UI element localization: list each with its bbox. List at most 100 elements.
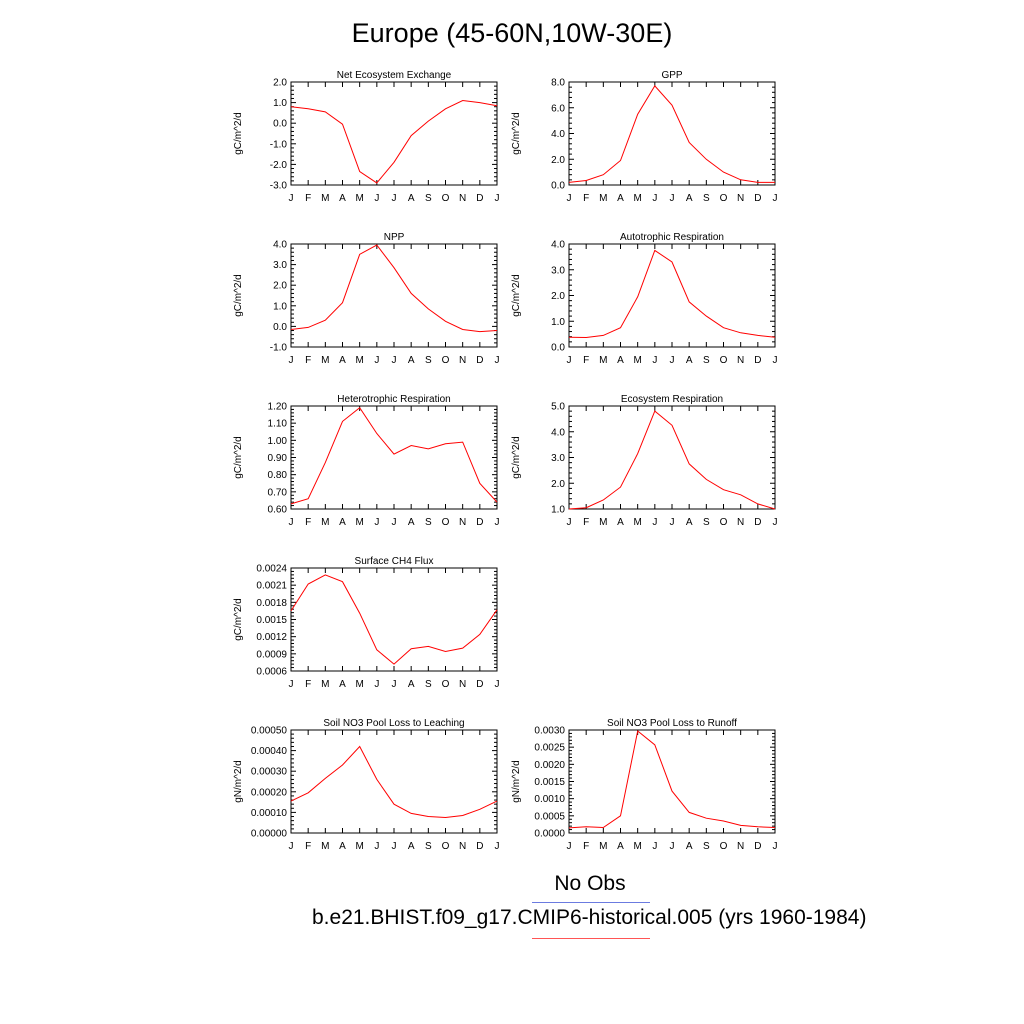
series-line [568, 410, 776, 510]
series-line [290, 244, 498, 333]
x-tick-label: J [392, 679, 397, 690]
y-tick-label: 0.0020 [534, 760, 565, 771]
x-tick-label: J [773, 841, 778, 852]
x-tick-label: S [703, 355, 710, 366]
x-tick-label: O [720, 193, 728, 204]
y-axis-label: gC/m^2/d [511, 112, 522, 155]
y-tick-label: 2.0 [273, 78, 287, 89]
x-tick-label: S [425, 841, 432, 852]
x-tick-label: A [339, 193, 346, 204]
y-tick-label: 0.0009 [256, 649, 287, 660]
chart-title: Soil NO3 Pool Loss to Runoff [607, 718, 737, 729]
y-tick-label: 0.0 [551, 343, 565, 354]
y-tick-label: 0.00020 [251, 787, 288, 798]
x-tick-label: S [703, 517, 710, 528]
x-tick-label: N [737, 841, 744, 852]
x-tick-label: A [339, 679, 346, 690]
y-tick-label: 0.0005 [534, 811, 565, 822]
y-tick-label: 0.0012 [256, 632, 287, 643]
plot-frame [290, 243, 498, 348]
y-tick-label: 0.0 [273, 322, 287, 333]
y-tick-label: 1.0 [273, 98, 287, 109]
x-tick-label: J [567, 517, 572, 528]
x-tick-label: S [425, 517, 432, 528]
x-tick-label: S [425, 679, 432, 690]
y-tick-label: 2.0 [551, 291, 565, 302]
plot-frame [568, 405, 776, 510]
x-tick-label: M [321, 841, 329, 852]
x-tick-label: M [321, 193, 329, 204]
x-tick-label: J [289, 193, 294, 204]
x-tick-label: F [583, 841, 589, 852]
x-tick-label: O [442, 355, 450, 366]
x-tick-label: O [720, 355, 728, 366]
x-tick-label: M [599, 517, 607, 528]
x-tick-label: D [476, 193, 483, 204]
y-tick-label: -1.0 [270, 343, 288, 354]
x-tick-label: M [633, 355, 641, 366]
x-tick-label: M [321, 517, 329, 528]
x-tick-label: F [305, 679, 311, 690]
x-tick-label: M [633, 517, 641, 528]
y-tick-label: 4.0 [551, 240, 565, 251]
x-tick-label: J [495, 841, 500, 852]
y-tick-label: 0.0025 [534, 743, 565, 754]
x-tick-label: O [442, 193, 450, 204]
x-tick-label: A [686, 193, 693, 204]
y-tick-label: 4.0 [551, 129, 565, 140]
x-tick-label: D [754, 517, 761, 528]
x-tick-label: F [583, 355, 589, 366]
y-tick-label: 5.0 [551, 402, 565, 413]
x-tick-label: A [339, 355, 346, 366]
x-tick-label: J [495, 679, 500, 690]
x-tick-label: J [652, 841, 657, 852]
x-tick-label: N [737, 517, 744, 528]
y-tick-label: 0.00030 [251, 767, 288, 778]
legend-obs-line [532, 902, 650, 903]
y-tick-label: 1.00 [268, 436, 288, 447]
y-tick-label: 1.0 [551, 317, 565, 328]
x-tick-label: N [459, 355, 466, 366]
x-tick-label: O [442, 841, 450, 852]
x-tick-label: A [408, 517, 415, 528]
x-tick-label: A [339, 517, 346, 528]
x-tick-label: N [737, 355, 744, 366]
x-tick-label: A [339, 841, 346, 852]
y-axis-label: gN/m^2/d [511, 760, 522, 803]
legend-model-label: b.e21.BHIST.f09_g17.CMIP6-historical.005… [312, 906, 867, 929]
y-axis-label: gC/m^2/d [233, 598, 244, 641]
x-tick-label: J [289, 517, 294, 528]
plot-frame [568, 81, 776, 186]
x-tick-label: O [442, 517, 450, 528]
series-line [568, 730, 776, 829]
x-tick-label: J [567, 841, 572, 852]
x-tick-label: J [495, 517, 500, 528]
x-tick-label: F [305, 517, 311, 528]
y-tick-label: 1.0 [551, 505, 565, 516]
y-tick-label: 8.0 [551, 78, 565, 89]
x-tick-label: A [617, 517, 624, 528]
y-axis-label: gC/m^2/d [233, 436, 244, 479]
x-tick-label: J [652, 355, 657, 366]
y-tick-label: 0.0006 [256, 667, 287, 678]
x-tick-label: D [476, 517, 483, 528]
plot-frame [290, 567, 498, 672]
y-tick-label: 2.0 [273, 281, 287, 292]
y-tick-label: 1.0 [273, 301, 287, 312]
plot-frame [568, 243, 776, 348]
x-tick-label: J [392, 355, 397, 366]
x-tick-label: F [583, 193, 589, 204]
x-tick-label: J [567, 355, 572, 366]
x-tick-label: J [289, 355, 294, 366]
chart-title: GPP [661, 70, 682, 81]
y-tick-label: 2.0 [551, 155, 565, 166]
x-tick-label: J [392, 841, 397, 852]
y-tick-label: 3.0 [551, 265, 565, 276]
y-tick-label: 0.0 [273, 119, 287, 130]
x-tick-label: J [392, 517, 397, 528]
x-tick-label: J [495, 355, 500, 366]
y-tick-label: 0.60 [268, 505, 288, 516]
